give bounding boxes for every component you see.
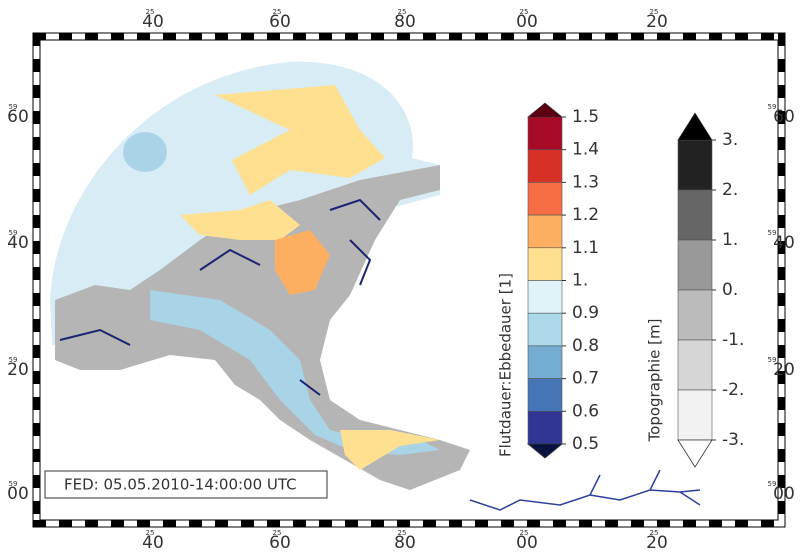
frame-major-label: 00 — [516, 12, 538, 32]
legends: Flutdauer:Ebbedauer [1] 1.5 1.4 1.3 1.2 1.1 1.… — [497, 102, 744, 468]
river — [469, 469, 701, 511]
legend-over — [677, 112, 713, 141]
legend-swatch — [677, 239, 713, 291]
sea-patch — [123, 132, 167, 172]
legend-tick-label: 0.7 — [572, 369, 599, 389]
frame-minor-label: 59 — [768, 103, 777, 111]
frame-minor-label: 25 — [273, 529, 282, 537]
legend-swatch — [527, 214, 563, 249]
legend-tick-label: 0. — [722, 280, 738, 300]
map — [50, 61, 701, 511]
legend-tick-label: -1. — [722, 330, 744, 350]
legend-swatch — [677, 139, 713, 191]
tidal-flats — [275, 230, 330, 295]
tidal-flats — [215, 85, 385, 195]
frame-minor-label: 59 — [9, 103, 18, 111]
frame-major-label: 80 — [394, 12, 416, 32]
legend-over — [527, 102, 563, 118]
legend-swatch — [677, 189, 713, 241]
legend-title: Topographie [m] — [646, 319, 664, 443]
legend-swatch — [527, 280, 563, 314]
legend-tick-label: 1.5 — [572, 107, 599, 127]
frame-major-label: 20 — [7, 360, 29, 380]
legend-tick-label: -3. — [722, 430, 744, 450]
legend-tick-label: 0.9 — [572, 303, 599, 323]
frame-minor-label: 25 — [146, 8, 155, 16]
frame-minor-label: 59 — [9, 229, 18, 237]
legend-swatch — [527, 182, 563, 216]
legend-swatch — [527, 247, 563, 281]
legend-tick-label: 1.1 — [572, 238, 599, 258]
legend-swatch — [677, 289, 713, 341]
frame-minor-label: 25 — [273, 8, 282, 16]
frame-major-label: 20 — [646, 533, 668, 553]
legend-swatch — [677, 389, 713, 441]
legend-swatch — [527, 312, 563, 347]
frame-major-label: 00 — [7, 484, 29, 504]
frame-minor-label: 59 — [768, 229, 777, 237]
frame-major-label: 00 — [516, 533, 538, 553]
legend-swatch — [527, 149, 563, 183]
legend-tick-label: 3. — [722, 130, 738, 150]
legend-tick-label: 0.5 — [572, 434, 599, 454]
map-frame — [32, 32, 786, 528]
legend-tick-label: 1.3 — [572, 172, 599, 192]
frame-minor-label: 59 — [9, 480, 18, 488]
legend-tick-label: 0.8 — [572, 336, 599, 356]
frame-major-label: 80 — [394, 533, 416, 553]
legend-tick-label: -2. — [722, 380, 744, 400]
estuary — [150, 290, 440, 455]
legend-swatch — [527, 345, 563, 379]
timestamp: FED: 05.05.2010-14:00:00 UTC — [64, 476, 297, 494]
legend-swatch — [527, 116, 563, 151]
frame-minor-label: 25 — [650, 529, 659, 537]
legend-swatch — [677, 339, 713, 391]
legend-tick-label: 0.6 — [572, 401, 599, 421]
frame-major-label: 40 — [142, 12, 164, 32]
frame-major-label: 60 — [773, 107, 795, 127]
legend-title: Flutdauer:Ebbedauer [1] — [497, 273, 515, 457]
frame-minor-label: 25 — [146, 529, 155, 537]
tidal-flats — [340, 430, 440, 470]
timestamp-box — [44, 470, 328, 499]
frame-major-label: 20 — [773, 360, 795, 380]
frame-minor-label: 59 — [9, 356, 18, 364]
legend-tick-label: 1.2 — [572, 205, 599, 225]
frame-minor-label: 59 — [768, 356, 777, 364]
frame-major-label: 60 — [7, 107, 29, 127]
frame-major-label: 40 — [7, 233, 29, 253]
frame-minor-label: 25 — [520, 529, 529, 537]
frame-major-label: 60 — [269, 533, 291, 553]
legend-tick-label: 2. — [722, 180, 738, 200]
legend-tick-label: 1. — [572, 271, 588, 291]
legend-under — [526, 443, 564, 459]
frame-major-label: 60 — [269, 12, 291, 32]
frame-major-label: 00 — [773, 484, 795, 504]
frame-minor-label: 25 — [650, 8, 659, 16]
frame-major-label: 20 — [646, 12, 668, 32]
legend-tick-label: 1.4 — [572, 140, 599, 160]
legend-tick-label: 1. — [722, 230, 738, 250]
legend-swatch — [527, 410, 563, 445]
frame-labels: 2540254025602560258025802500250025202520… — [7, 8, 795, 553]
legend-swatch — [527, 378, 563, 412]
legend-under — [677, 439, 713, 468]
tidal-flats — [180, 200, 300, 240]
frame-minor-label: 25 — [520, 8, 529, 16]
frame-major-label: 40 — [142, 533, 164, 553]
channels — [59, 198, 381, 396]
frame-minor-label: 59 — [768, 480, 777, 488]
frame-major-label: 40 — [773, 233, 795, 253]
frame-minor-label: 25 — [398, 529, 407, 537]
frame-minor-label: 25 — [398, 8, 407, 16]
